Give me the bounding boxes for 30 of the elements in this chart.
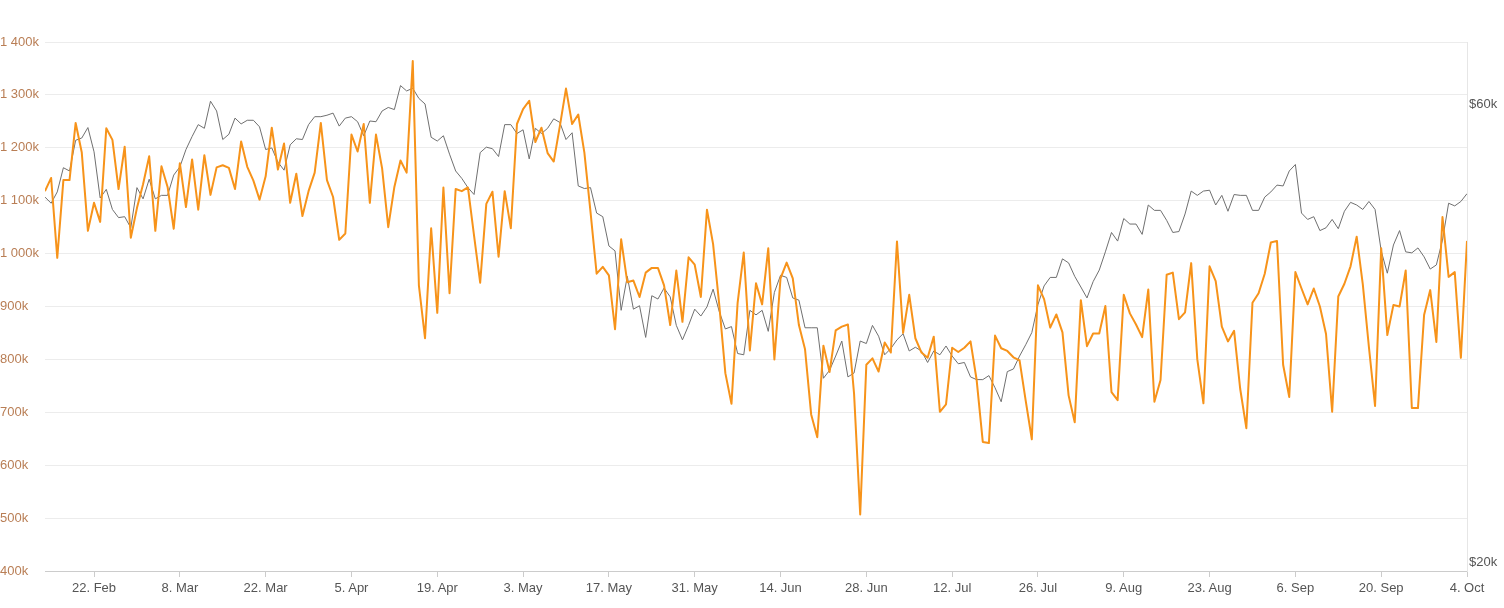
x-tick-label: 19. Apr [416,580,459,596]
y-tick-label: 1 200k [0,139,40,155]
x-tick-label: 20. Sep [1358,580,1404,596]
x-tick-label: 9. Aug [1105,580,1143,596]
x-tick-label: 23. Aug [1187,580,1232,596]
x-tick-label: 6. Sep [1276,580,1315,596]
y-tick-label: 1 300k [0,86,40,102]
x-tick-label: 8. Mar [161,580,199,596]
x-tick-label: 4. Oct [1449,580,1485,596]
x-tick-label: 12. Jul [932,580,972,596]
x-tick-label: 22. Feb [71,580,117,596]
y-tick-label: 500k [0,509,29,525]
y-tick-label: 1 000k [0,245,40,261]
x-tick-label: 31. May [671,580,719,596]
y-tick-label: 1 100k [0,192,40,208]
y-tick-label: 1 400k [0,33,40,49]
x-tick-label: 3. May [503,580,544,596]
x-tick-label: 26. Jul [1018,580,1058,596]
x-tick-label: 17. May [585,580,633,596]
y-tick-label: 600k [0,456,29,472]
y-tick-label: 800k [0,350,29,366]
y-tick-label: 700k [0,403,29,419]
y-tick-label: 400k [0,562,29,578]
x-tick-label: 22. Mar [243,580,289,596]
x-tick-label: 14. Jun [759,580,802,596]
x-tick-label: 5. Apr [334,580,370,596]
y-tick-label: 900k [0,298,29,314]
x-tick-label: 28. Jun [845,580,888,596]
y2-tick-label: $60k [1469,95,1498,111]
y2-tick-label: $20k [1469,554,1498,570]
